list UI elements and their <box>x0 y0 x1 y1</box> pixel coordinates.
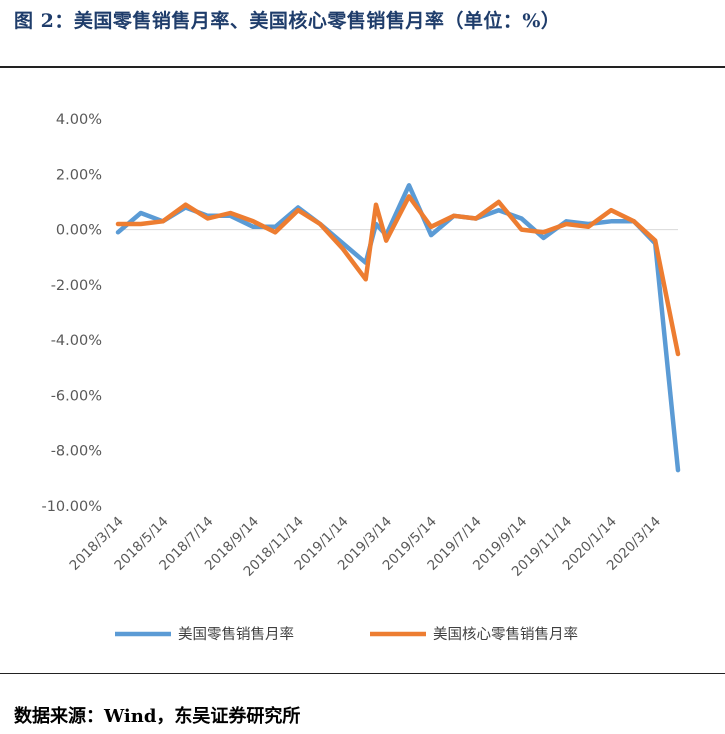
legend: 美国零售销售月率 美国核心零售销售月率 <box>115 626 578 643</box>
y-tick-label: -2.00% <box>51 278 102 294</box>
y-tick-label: 4.00% <box>56 112 102 128</box>
figure-title: 图 2：美国零售销售月率、美国核心零售销售月率（单位：%） <box>14 10 561 32</box>
legend-label: 美国零售销售月率 <box>178 626 294 643</box>
top-divider <box>0 66 725 68</box>
series-line-retail-sales <box>115 183 681 473</box>
line-chart: 4.00% 2.00% 0.00% -2.00% -4.00% -6.00% -8.00% -… <box>41 112 681 643</box>
y-tick-label: -8.00% <box>51 444 102 460</box>
y-tick-label: -6.00% <box>51 388 102 404</box>
series-lines <box>115 183 681 473</box>
series-line-core-retail-sales <box>115 194 681 357</box>
data-source-note: 数据来源：Wind，东吴证券研究所 <box>14 706 301 727</box>
y-tick-label: 0.00% <box>56 223 102 239</box>
y-tick-label: -4.00% <box>51 333 102 349</box>
bottom-divider <box>0 673 725 674</box>
y-axis-tick-labels: 4.00% 2.00% 0.00% -2.00% -4.00% -6.00% -8.00% -… <box>41 112 102 515</box>
legend-label: 美国核心零售销售月率 <box>433 626 578 643</box>
y-tick-label: -10.00% <box>41 499 102 515</box>
y-tick-label: 2.00% <box>56 167 102 183</box>
x-axis-tick-labels: 2018/3/142018/5/142018/7/142018/9/142018… <box>67 514 664 580</box>
